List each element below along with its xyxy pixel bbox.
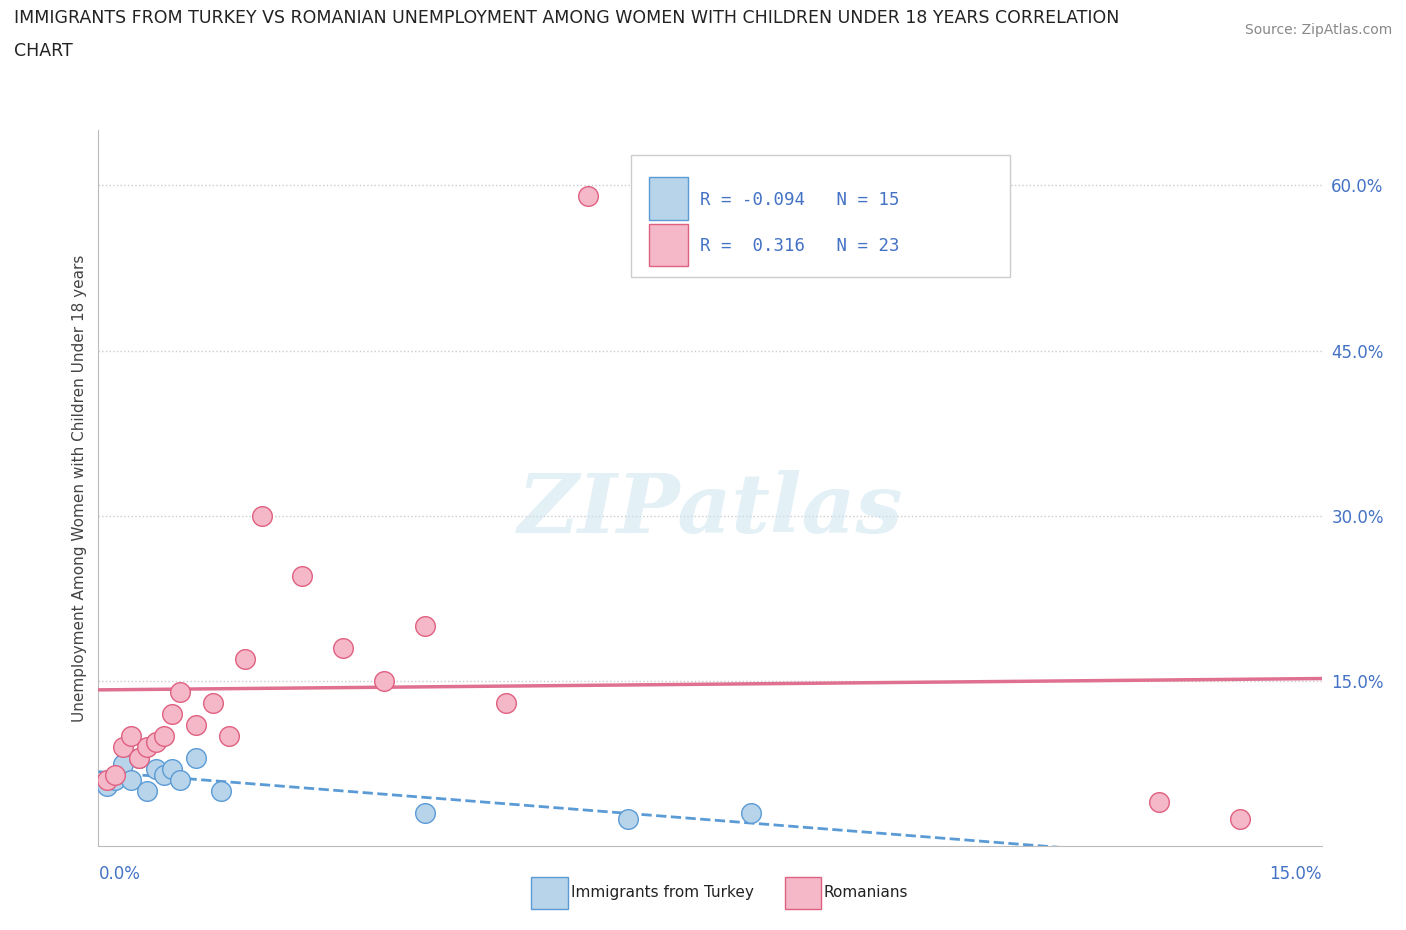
Text: Immigrants from Turkey: Immigrants from Turkey (571, 885, 754, 900)
Point (617, 811, 640, 826)
Y-axis label: Unemployment Among Women with Children Under 18 years: Unemployment Among Women with Children U… (72, 255, 87, 722)
Point (152, 729, 174, 744)
Point (1147, 795, 1170, 810)
Text: ZIPatlas: ZIPatlas (517, 470, 903, 550)
Point (160, 707, 183, 722)
Point (96, 773, 118, 788)
Point (160, 762, 183, 777)
Point (104, 773, 127, 788)
Point (136, 739, 159, 754)
Point (740, 805, 762, 820)
Point (332, 641, 354, 656)
Point (136, 784, 159, 799)
Point (576, 189, 599, 204)
Point (250, 509, 273, 524)
FancyBboxPatch shape (650, 178, 688, 219)
Point (413, 805, 436, 820)
Point (1229, 811, 1251, 826)
Text: CHART: CHART (14, 42, 73, 60)
Point (145, 762, 167, 777)
Point (233, 652, 256, 667)
Point (96, 778, 118, 793)
Point (152, 767, 174, 782)
Text: R =  0.316   N = 23: R = 0.316 N = 23 (700, 237, 900, 255)
Point (218, 729, 240, 744)
Point (104, 767, 127, 782)
Point (111, 739, 134, 754)
Text: Romanians: Romanians (824, 885, 908, 900)
Point (186, 718, 208, 733)
Point (209, 784, 232, 799)
Point (169, 684, 191, 699)
Point (120, 773, 142, 788)
Point (495, 696, 517, 711)
Point (128, 751, 150, 765)
Point (145, 734, 167, 749)
Text: 0.0%: 0.0% (98, 865, 141, 883)
Point (201, 696, 224, 711)
Text: R = -0.094   N = 15: R = -0.094 N = 15 (700, 191, 900, 208)
FancyBboxPatch shape (630, 155, 1010, 277)
Point (291, 569, 314, 584)
FancyBboxPatch shape (650, 224, 688, 266)
Point (186, 751, 208, 765)
Text: 15.0%: 15.0% (1270, 865, 1322, 883)
Text: Source: ZipAtlas.com: Source: ZipAtlas.com (1244, 23, 1392, 37)
Point (169, 773, 191, 788)
Point (413, 618, 436, 633)
Point (373, 673, 395, 688)
Point (120, 729, 142, 744)
Point (128, 751, 150, 765)
Point (111, 756, 134, 771)
Text: IMMIGRANTS FROM TURKEY VS ROMANIAN UNEMPLOYMENT AMONG WOMEN WITH CHILDREN UNDER : IMMIGRANTS FROM TURKEY VS ROMANIAN UNEMP… (14, 9, 1119, 27)
